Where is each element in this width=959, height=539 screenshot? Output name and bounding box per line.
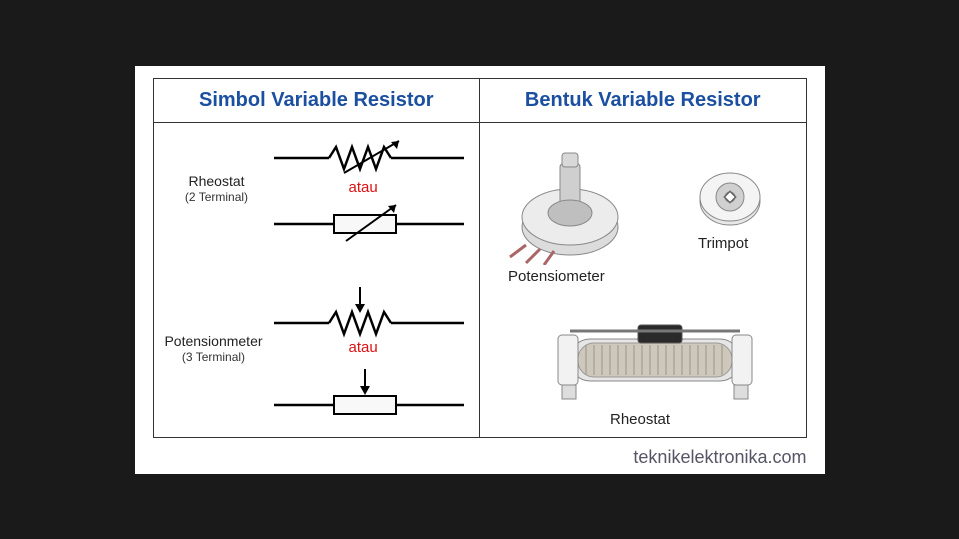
pot-name: Potensionmeter <box>154 333 274 351</box>
header-row: Simbol Variable Resistor Bentuk Variable… <box>154 79 806 123</box>
symbols-column: Rheostat (2 Terminal) atau <box>154 123 481 437</box>
card: Simbol Variable Resistor Bentuk Variable… <box>135 66 825 474</box>
trimpot-label: Trimpot <box>698 235 748 254</box>
forms-column: Potensiometer Trimpot <box>480 123 806 437</box>
rheostat-label-block: Rheostat (2 Terminal) <box>162 173 272 206</box>
pot-rect-symbol <box>274 363 464 423</box>
rheostat-name: Rheostat <box>162 173 272 191</box>
potentiometer-image <box>500 145 640 265</box>
trimpot-image <box>690 163 770 233</box>
rheostat-image <box>540 301 770 411</box>
pot-or: atau <box>349 339 378 356</box>
rheostat-zigzag-symbol <box>274 137 464 179</box>
rheostat-sub: (2 Terminal) <box>162 190 272 205</box>
rheostat-form-label: Rheostat <box>610 411 670 430</box>
rheostat-or: atau <box>349 179 378 196</box>
body-row: Rheostat (2 Terminal) atau <box>154 123 806 437</box>
header-right: Bentuk Variable Resistor <box>480 79 806 122</box>
potentiometer-label: Potensiometer <box>508 268 605 287</box>
pot-zigzag-symbol <box>274 283 464 339</box>
table: Simbol Variable Resistor Bentuk Variable… <box>153 78 807 438</box>
watermark: teknikelektronika.com <box>633 447 806 468</box>
pot-sub: (3 Terminal) <box>154 350 274 365</box>
header-left: Simbol Variable Resistor <box>154 79 481 122</box>
pot-label-block: Potensionmeter (3 Terminal) <box>154 333 274 366</box>
rheostat-rect-symbol <box>274 201 464 247</box>
